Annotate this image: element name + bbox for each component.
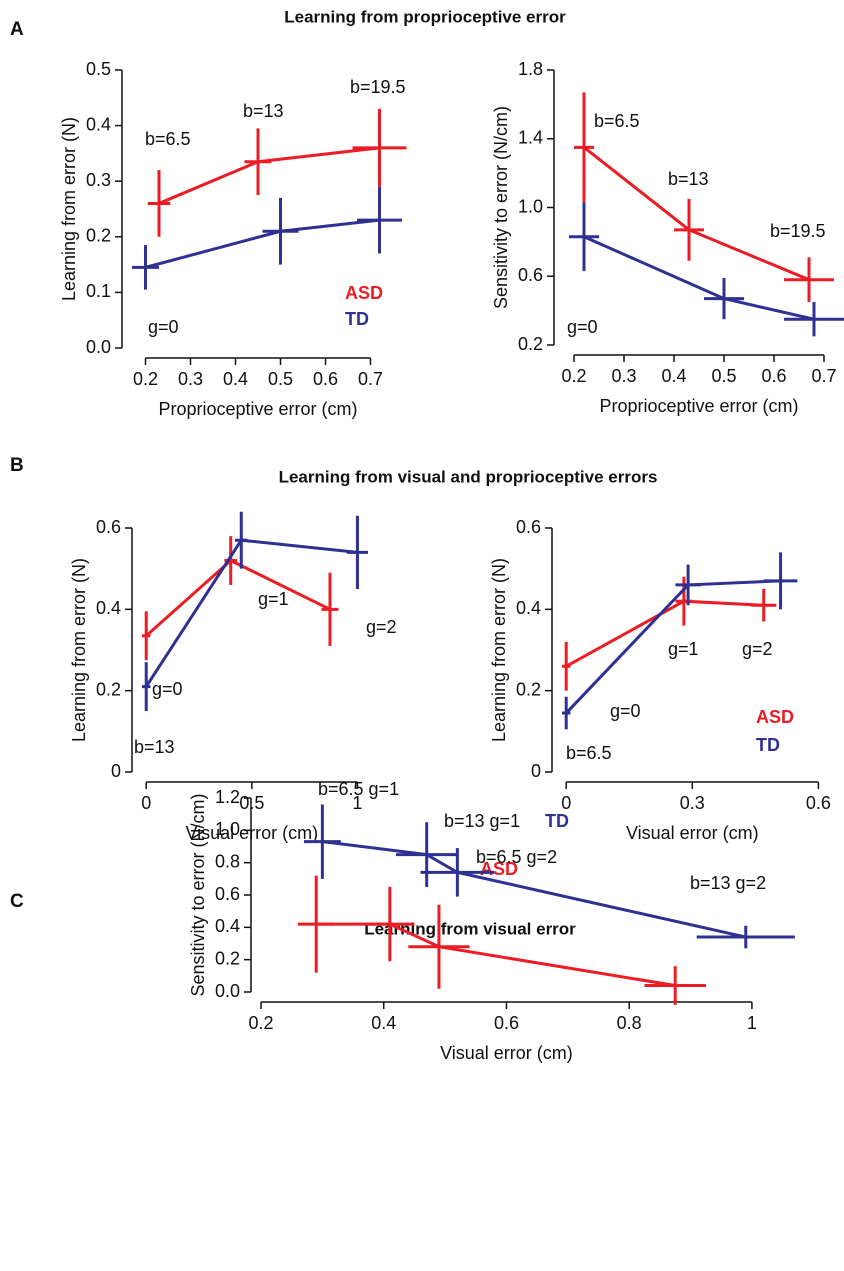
y-tick-label: 0.6 bbox=[518, 265, 543, 285]
x-tick-label: 0.6 bbox=[494, 1013, 519, 1033]
panel-letter: C bbox=[10, 891, 24, 912]
series-line bbox=[158, 146, 380, 205]
panel-title: Learning from visual error bbox=[364, 919, 576, 938]
annotation: b=13 bbox=[134, 737, 175, 757]
annotation: b=19.5 bbox=[770, 221, 826, 241]
x-tick-label: 0.6 bbox=[806, 793, 831, 813]
panel-letter: A bbox=[10, 19, 24, 40]
panel-title: Learning from proprioceptive error bbox=[284, 7, 566, 26]
y-tick-label: 0 bbox=[111, 761, 121, 781]
series-line bbox=[316, 922, 676, 988]
annotation: b=6.5 bbox=[594, 111, 640, 131]
series-line bbox=[145, 218, 380, 269]
x-tick-label: 0.5 bbox=[711, 366, 736, 386]
x-tick-label: 0.7 bbox=[358, 369, 383, 389]
annotation: b=6.5 g=1 bbox=[318, 779, 399, 799]
x-tick-label: 0.8 bbox=[617, 1013, 642, 1033]
annotation: g=1 bbox=[668, 639, 699, 659]
x-tick-label: 0.4 bbox=[223, 369, 248, 389]
y-axis-label: Learning from error (N) bbox=[489, 558, 509, 742]
y-tick-label: 0.2 bbox=[86, 226, 111, 246]
legend-label: TD bbox=[345, 309, 369, 329]
annotation: b=19.5 bbox=[350, 77, 406, 97]
x-tick-label: 0.6 bbox=[761, 366, 786, 386]
y-tick-label: 0.6 bbox=[215, 884, 240, 904]
x-tick-label: 0.3 bbox=[178, 369, 203, 389]
x-tick-label: 0.5 bbox=[268, 369, 293, 389]
series-line bbox=[145, 558, 331, 637]
x-tick-label: 0.7 bbox=[811, 366, 836, 386]
y-tick-label: 0.6 bbox=[516, 517, 541, 537]
annotation: g=0 bbox=[152, 679, 183, 699]
x-tick-label: 0.2 bbox=[248, 1013, 273, 1033]
y-tick-label: 0.4 bbox=[96, 598, 121, 618]
annotation: g=1 bbox=[258, 589, 289, 609]
annotation: b=13 g=1 bbox=[444, 811, 520, 831]
x-tick-label: 0.4 bbox=[371, 1013, 396, 1033]
series-line bbox=[144, 538, 358, 688]
x-tick-label: 0 bbox=[141, 793, 151, 813]
x-axis-label: Proprioceptive error (cm) bbox=[599, 396, 798, 416]
legend-label: ASD bbox=[345, 283, 383, 303]
x-tick-label: 0.2 bbox=[133, 369, 158, 389]
y-tick-label: 0.3 bbox=[86, 170, 111, 190]
x-tick-label: 0 bbox=[561, 793, 571, 813]
series-line bbox=[322, 840, 747, 939]
y-tick-label: 0.0 bbox=[86, 337, 111, 357]
y-tick-label: 0.2 bbox=[516, 679, 541, 699]
x-axis-label: Visual error (cm) bbox=[626, 823, 759, 843]
y-tick-label: 0.8 bbox=[215, 851, 240, 871]
y-tick-label: 0.0 bbox=[215, 981, 240, 1001]
annotation: b=6.5 bbox=[145, 129, 191, 149]
annotation: b=13 g=2 bbox=[690, 873, 766, 893]
annotation: b=6.5 bbox=[566, 743, 612, 763]
legend-label: ASD bbox=[756, 707, 794, 727]
x-tick-label: 0.3 bbox=[611, 366, 636, 386]
y-tick-label: 0.6 bbox=[96, 517, 121, 537]
legend-label: TD bbox=[756, 735, 780, 755]
series-line bbox=[583, 235, 815, 321]
panel-letter: B bbox=[10, 455, 24, 476]
annotation: b=13 bbox=[243, 101, 284, 121]
y-tick-label: 0.1 bbox=[86, 281, 111, 301]
x-tick-label: 0.4 bbox=[661, 366, 686, 386]
x-axis-label: Proprioceptive error (cm) bbox=[158, 399, 357, 419]
x-axis-label: Visual error (cm) bbox=[440, 1043, 573, 1063]
y-tick-label: 1.2 bbox=[215, 787, 240, 807]
y-tick-label: 0.2 bbox=[518, 334, 543, 354]
annotation: b=6.5 g=2 bbox=[476, 847, 557, 867]
x-tick-label: 0.2 bbox=[561, 366, 586, 386]
y-axis-label: Learning from error (N) bbox=[59, 117, 79, 301]
y-tick-label: 1.4 bbox=[518, 128, 543, 148]
y-tick-label: 0.4 bbox=[86, 114, 111, 134]
x-tick-label: 0.3 bbox=[680, 793, 705, 813]
x-tick-label: 0.6 bbox=[313, 369, 338, 389]
x-axis-label: Visual error (cm) bbox=[185, 823, 318, 843]
annotation: g=0 bbox=[148, 317, 179, 337]
y-tick-label: 1.0 bbox=[518, 196, 543, 216]
y-tick-label: 1.8 bbox=[518, 59, 543, 79]
x-tick-label: 1 bbox=[747, 1013, 757, 1033]
y-tick-label: 0.4 bbox=[215, 916, 240, 936]
y-tick-label: 0.2 bbox=[96, 679, 121, 699]
y-axis-label: Sensitivity to error (N/cm) bbox=[188, 793, 208, 996]
y-tick-label: 0.4 bbox=[516, 598, 541, 618]
y-axis-label: Learning from error (N) bbox=[69, 558, 89, 742]
y-axis-label: Sensitivity to error (N/cm) bbox=[491, 106, 511, 309]
x-tick-label: 1 bbox=[352, 793, 362, 813]
annotation: g=2 bbox=[366, 617, 397, 637]
x-tick-label: 0.5 bbox=[239, 793, 264, 813]
y-tick-label: 0 bbox=[531, 761, 541, 781]
annotation: g=2 bbox=[742, 639, 773, 659]
annotation: g=0 bbox=[610, 701, 641, 721]
y-tick-label: 0.5 bbox=[86, 59, 111, 79]
series-line bbox=[583, 146, 810, 282]
legend-label: TD bbox=[545, 811, 569, 831]
y-tick-label: 1.0 bbox=[215, 819, 240, 839]
panel-title: Learning from visual and proprioceptive … bbox=[279, 467, 658, 486]
annotation: b=13 bbox=[668, 169, 709, 189]
y-tick-label: 0.2 bbox=[215, 948, 240, 968]
annotation: g=0 bbox=[567, 317, 598, 337]
